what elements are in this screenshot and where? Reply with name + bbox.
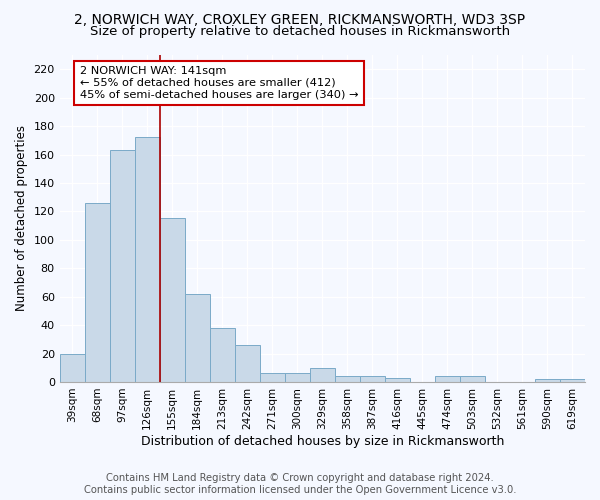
Bar — [210, 328, 235, 382]
Bar — [560, 379, 585, 382]
Bar — [85, 203, 110, 382]
Text: 2 NORWICH WAY: 141sqm
← 55% of detached houses are smaller (412)
45% of semi-det: 2 NORWICH WAY: 141sqm ← 55% of detached … — [80, 66, 358, 100]
Bar — [335, 376, 360, 382]
Bar — [535, 379, 560, 382]
Bar — [285, 374, 310, 382]
Text: Size of property relative to detached houses in Rickmansworth: Size of property relative to detached ho… — [90, 25, 510, 38]
Bar — [260, 374, 285, 382]
Bar — [59, 354, 85, 382]
Bar — [385, 378, 410, 382]
X-axis label: Distribution of detached houses by size in Rickmansworth: Distribution of detached houses by size … — [140, 434, 504, 448]
Bar — [160, 218, 185, 382]
Text: 2, NORWICH WAY, CROXLEY GREEN, RICKMANSWORTH, WD3 3SP: 2, NORWICH WAY, CROXLEY GREEN, RICKMANSW… — [74, 12, 526, 26]
Bar — [435, 376, 460, 382]
Bar — [135, 138, 160, 382]
Text: Contains HM Land Registry data © Crown copyright and database right 2024.
Contai: Contains HM Land Registry data © Crown c… — [84, 474, 516, 495]
Bar — [235, 345, 260, 382]
Bar — [310, 368, 335, 382]
Y-axis label: Number of detached properties: Number of detached properties — [15, 126, 28, 312]
Bar — [185, 294, 210, 382]
Bar — [110, 150, 135, 382]
Bar — [460, 376, 485, 382]
Bar — [360, 376, 385, 382]
